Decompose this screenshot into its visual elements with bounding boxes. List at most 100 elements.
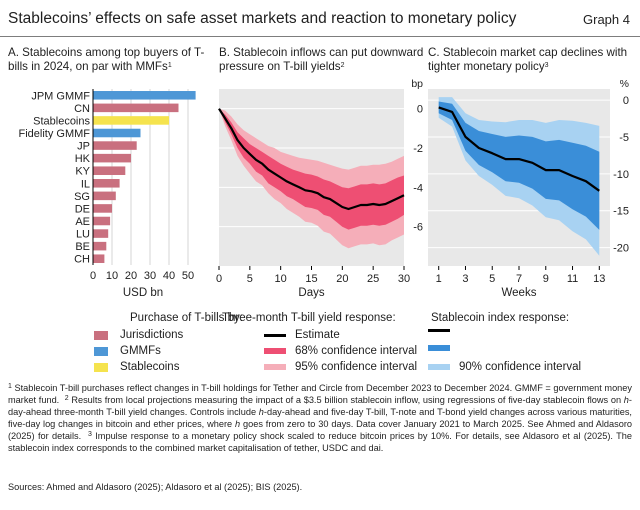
panel-c-x-tick-label: 13 bbox=[593, 273, 605, 285]
footnote-2-part-b: -day-ahead three-month T-bill yield chan… bbox=[8, 395, 632, 417]
legend-c-item-inner-ci bbox=[428, 345, 459, 351]
legend-a-heading: Purchase of T-bills by: bbox=[130, 312, 243, 324]
panel-a-x-tick-label: 40 bbox=[163, 270, 175, 282]
title-row: Stablecoins’ effects on safe asset marke… bbox=[0, 0, 640, 38]
panel-a-bar bbox=[93, 204, 112, 213]
legend-c-swatch-90ci bbox=[428, 364, 450, 370]
panel-a-bar bbox=[93, 128, 141, 138]
graph-number: Graph 4 bbox=[583, 12, 630, 27]
footnote-2-h-1: h bbox=[623, 395, 629, 405]
panel-b-y-tick-label: -4 bbox=[413, 182, 423, 194]
legend-a-item-jurisdictions: Jurisdictions bbox=[94, 329, 183, 341]
panel-a-x-axis-title: USD bn bbox=[123, 287, 163, 299]
panel-c-y-tick-label: -10 bbox=[613, 169, 629, 181]
panel-a-category-label: IL bbox=[81, 178, 90, 190]
panel-a-x-tick-label: 30 bbox=[144, 270, 156, 282]
panel-c-title: C. Stablecoin market cap declines with t… bbox=[428, 46, 628, 73]
sources: Sources: Ahmed and Aldasoro (2025); Alda… bbox=[8, 482, 303, 492]
panel-a-x-tick-label: 50 bbox=[182, 270, 194, 282]
footnote-marker-2: 2 bbox=[64, 395, 69, 402]
panel-a-bar bbox=[93, 91, 196, 100]
panel-a-category-label: Fidelity GMMF bbox=[19, 128, 91, 140]
panel-a-bar bbox=[93, 229, 109, 238]
panel-a-category-label: SG bbox=[74, 191, 90, 203]
footnote-marker-3: 3 bbox=[87, 431, 92, 438]
footnote-2-h-3: h bbox=[235, 419, 241, 429]
legend-b-item-95ci: 95% confidence interval bbox=[264, 361, 417, 373]
panel-b-x-tick-label: 20 bbox=[336, 273, 348, 285]
legend-c-swatch-inner-ci bbox=[428, 345, 450, 351]
legend-a-item-gmmfs: GMMFs bbox=[94, 345, 161, 357]
title-divider bbox=[0, 36, 640, 37]
panel-a-category-label: Stablecoins bbox=[33, 115, 90, 127]
legend-b-swatch-95ci bbox=[264, 364, 286, 370]
footnote-2-part-a: Results from local projections measuring… bbox=[71, 395, 624, 405]
panel-c-y-tick-label: -20 bbox=[613, 243, 629, 255]
legend-c-item-90ci: 90% confidence interval bbox=[428, 361, 581, 373]
panel-b-x-tick-label: 25 bbox=[367, 273, 379, 285]
legend-b-label-estimate: Estimate bbox=[295, 329, 340, 341]
legend-b-heading: Three-month T-bill yield response: bbox=[222, 312, 396, 324]
panel-a-category-label: AE bbox=[75, 216, 90, 228]
legend-b-swatch-estimate bbox=[264, 333, 286, 337]
legend-b-label-95ci: 95% confidence interval bbox=[295, 361, 418, 373]
panel-a-category-label: LU bbox=[76, 229, 90, 241]
legend-a-label-jurisdictions: Jurisdictions bbox=[120, 329, 184, 341]
panel-a-bar bbox=[93, 141, 137, 150]
footnote-1: Stablecoin T-bill purchases reflect chan… bbox=[8, 383, 632, 405]
panel-c-y-tick-label: -15 bbox=[613, 206, 629, 218]
panel-c-y-unit: % bbox=[620, 78, 629, 90]
footnote-marker-1: 1 bbox=[8, 383, 12, 390]
panel-a-bar bbox=[93, 166, 126, 175]
panel-a-x-tick-label: 10 bbox=[106, 270, 118, 282]
panel-b-x-tick-label: 0 bbox=[216, 273, 222, 285]
legend-b-item-68ci: 68% confidence interval bbox=[264, 345, 417, 357]
footnote-3: Impulse response to a monetary policy sh… bbox=[8, 431, 632, 453]
legend-a-swatch-gmmfs bbox=[94, 346, 108, 356]
graph-title: Stablecoins’ effects on safe asset marke… bbox=[8, 10, 517, 27]
panel-b-y-unit: bp bbox=[411, 78, 423, 90]
panel-c-x-tick-label: 5 bbox=[489, 273, 495, 285]
panel-a-category-label: CH bbox=[74, 254, 90, 266]
panel-a-bar bbox=[93, 254, 105, 263]
panel-b-y-tick-label: 0 bbox=[417, 104, 423, 116]
legend-b-item-estimate: Estimate bbox=[264, 329, 340, 341]
panel-c-y-tick-label: 0 bbox=[623, 95, 629, 107]
panel-a-bar bbox=[93, 241, 107, 251]
panel-a-x-tick-label: 20 bbox=[125, 270, 137, 282]
panel-c-x-tick-label: 9 bbox=[543, 273, 549, 285]
panel-c-x-tick-label: 3 bbox=[462, 273, 468, 285]
footnote-2-part-d: goes from zero to 30 days. Data cover Ja… bbox=[8, 419, 633, 441]
panel-a-bar bbox=[93, 153, 131, 163]
legend-c-heading: Stablecoin index response: bbox=[431, 312, 570, 324]
panel-b-title: B. Stablecoin inflows can put downward p… bbox=[219, 46, 424, 73]
panel-a-title: A. Stablecoins among top buyers of T-bil… bbox=[8, 46, 205, 73]
panel-a-category-label: JP bbox=[77, 141, 90, 153]
panel-a-bar bbox=[93, 116, 169, 125]
panel-a-bar bbox=[93, 103, 179, 113]
panel-b-x-tick-label: 30 bbox=[398, 273, 410, 285]
panel-c-x-tick-label: 11 bbox=[567, 273, 578, 285]
panel-b-x-tick-label: 10 bbox=[275, 273, 287, 285]
panel-b-y-tick-label: -6 bbox=[413, 222, 423, 234]
footnotes: 1 Stablecoin T-bill purchases reflect ch… bbox=[8, 382, 632, 454]
panel-b-x-axis-title: Days bbox=[298, 287, 324, 299]
panel-a-category-label: BE bbox=[75, 241, 90, 253]
panel-a-category-label: JPM GMMF bbox=[31, 90, 90, 102]
legend-a-swatch-jurisdictions bbox=[94, 330, 108, 340]
panel-a-category-label: DE bbox=[75, 203, 90, 215]
panel-c-estimate-line bbox=[438, 106, 600, 192]
legend-a-item-stablecoins: Stablecoins bbox=[94, 361, 179, 373]
panel-c-x-tick-label: 1 bbox=[436, 273, 442, 285]
panel-c-inner-band bbox=[438, 101, 600, 230]
panel-b-y-tick-label: -2 bbox=[413, 143, 423, 155]
panel-a-bar bbox=[93, 216, 111, 226]
legend-a-label-gmmfs: GMMFs bbox=[120, 345, 161, 357]
legend-c-label-90ci: 90% confidence interval bbox=[459, 361, 582, 373]
legend-c-swatch-estimate bbox=[428, 329, 450, 332]
panel-b-x-tick-label: 5 bbox=[247, 273, 253, 285]
panel-a-x-tick-label: 0 bbox=[90, 270, 96, 282]
panel-b-inner-band bbox=[219, 108, 404, 230]
footnote-2-h-2: h bbox=[258, 407, 264, 417]
